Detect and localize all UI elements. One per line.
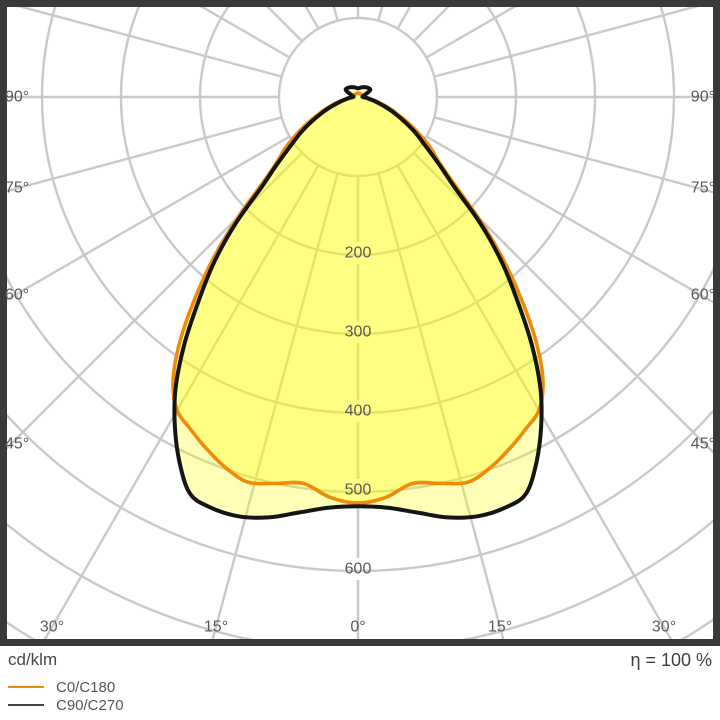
angle-label-bottom-3-15: 15° — [488, 619, 512, 636]
grid-ray-120 — [425, 7, 517, 59]
angle-label-bottom-0-30: 30° — [40, 619, 64, 636]
grid-ray-15 — [377, 172, 505, 639]
angle-label-left-90: 90° — [5, 89, 29, 106]
legend-line-c0-c180-swatch — [8, 686, 44, 688]
curve-fill-c0-c180 — [172, 93, 544, 504]
grid-circle-600 — [7, 409, 713, 573]
grid-circle-500 — [7, 267, 713, 494]
radial-tick-label-600: 600 — [345, 561, 372, 578]
curve-c90-c270 — [172, 85, 544, 520]
radial-tick-label-500: 500 — [345, 482, 372, 499]
legend-label-c0-c180: C0/C180 — [56, 678, 116, 696]
angle-label-left-45: 45° — [5, 436, 29, 453]
chart-footer: cd/klm η = 100 % C0/C180 C90/C270 — [0, 648, 720, 714]
meta-row: cd/klm η = 100 % — [0, 648, 720, 671]
angle-label-right-75: 75° — [691, 180, 715, 197]
angle-label-right-45: 45° — [691, 436, 715, 453]
angle-label-bottom-2-0: 0° — [350, 619, 365, 636]
chart-frame — [0, 0, 720, 646]
grid-ray-300 — [7, 135, 291, 302]
axis-labels: 200 300 400 500 600 90° 90° 75° 75° 60° 60° 45° 45° 3… — [5, 89, 715, 636]
curve-fill-c90-c270 — [174, 87, 542, 518]
grid-ray-105 — [433, 7, 699, 78]
efficiency-label: η = 100 % — [630, 650, 712, 670]
angle-label-left-75: 75° — [5, 180, 29, 197]
polar-chart: 200 300 400 500 600 90° 90° 75° 75° 60° 60° 45° 45° 3… — [5, 7, 715, 639]
radial-tick-label-200: 200 — [345, 245, 372, 262]
legend-line-c90-c270-swatch — [8, 704, 44, 706]
grid-ray-225 — [266, 7, 303, 42]
grid-ray-255 — [17, 7, 283, 78]
angle-label-left-60: 60° — [5, 287, 29, 304]
legend-item-c0-c180: C0/C180 — [0, 678, 720, 696]
angle-label-bottom-4-30: 30° — [652, 619, 676, 636]
distribution-fills — [172, 87, 544, 518]
legend: C0/C180 C90/C270 — [0, 678, 720, 714]
legend-label-c90-c270: C90/C270 — [56, 696, 124, 714]
grid-ray-75 — [433, 116, 713, 194]
units-label: cd/klm — [8, 650, 58, 669]
angle-label-right-90: 90° — [691, 89, 715, 106]
grid-ray-240 — [199, 7, 291, 59]
grid-ray-285 — [7, 116, 283, 193]
radial-tick-label-300: 300 — [345, 324, 372, 341]
grid-ray-135 — [413, 7, 450, 42]
angle-label-bottom-1-15: 15° — [204, 619, 228, 636]
distribution-curves — [171, 85, 545, 520]
legend-item-c90-c270: C90/C270 — [0, 696, 720, 714]
radial-tick-label-400: 400 — [345, 403, 372, 420]
angle-label-right-60: 60° — [691, 287, 715, 304]
grid-ray-60 — [425, 135, 713, 304]
grid-ray-345 — [211, 172, 339, 639]
